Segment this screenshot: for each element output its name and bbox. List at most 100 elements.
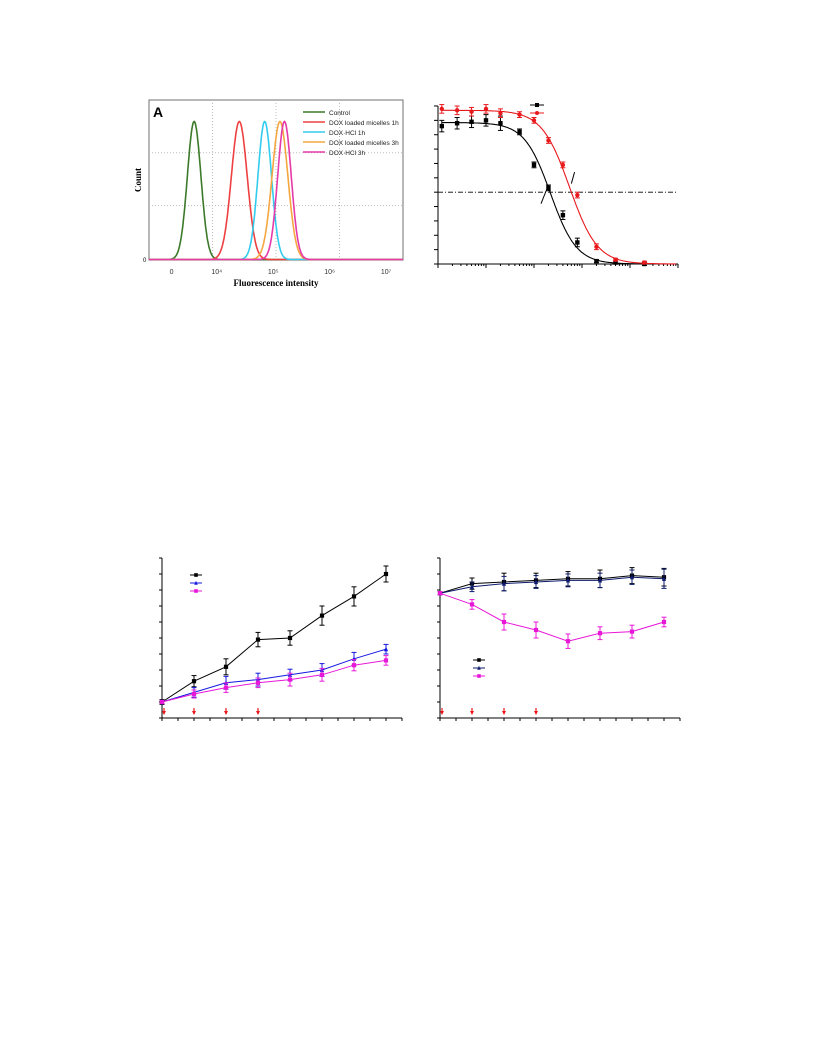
x-tick-label: 10⁵ xyxy=(268,269,279,276)
data-point xyxy=(498,121,503,126)
growth-chart-left xyxy=(159,557,403,721)
data-point xyxy=(594,244,599,249)
data-point xyxy=(194,589,198,593)
panel-d xyxy=(428,552,688,727)
data-point xyxy=(255,680,261,685)
x-axis-label: Fluorescence intensity xyxy=(233,278,319,288)
data-point xyxy=(535,111,539,115)
data-point xyxy=(383,658,389,663)
data-point xyxy=(194,573,198,577)
dose-arrow-head xyxy=(224,711,228,715)
data-point xyxy=(439,106,445,112)
dose-arrow-head xyxy=(256,711,260,715)
data-point xyxy=(560,162,566,168)
data-point xyxy=(319,613,325,618)
data-point xyxy=(501,619,507,625)
data-point xyxy=(501,581,507,586)
growth-chart-right xyxy=(437,557,681,721)
fit-curve xyxy=(441,109,677,265)
data-point xyxy=(223,664,229,669)
dose-arrow-head xyxy=(192,711,196,715)
data-point xyxy=(533,627,539,633)
series-line xyxy=(439,575,665,594)
data-point xyxy=(454,108,460,113)
panel-label: A xyxy=(153,104,163,120)
y-axis-label: Count xyxy=(135,168,143,192)
legend-label: DOX·HCl 3h xyxy=(329,150,366,157)
x-tick-label: 10⁷ xyxy=(381,269,392,276)
data-point xyxy=(477,674,481,678)
dose-arrow-head xyxy=(470,711,474,715)
data-point xyxy=(498,110,503,116)
data-point xyxy=(469,584,475,589)
data-point xyxy=(661,619,667,625)
data-point xyxy=(560,212,566,218)
data-point xyxy=(477,658,481,662)
data-point xyxy=(517,112,522,117)
series-line xyxy=(161,573,387,703)
data-point xyxy=(613,260,618,265)
histogram-curve xyxy=(149,120,403,261)
data-point xyxy=(535,103,539,107)
data-point xyxy=(191,679,197,684)
data-point xyxy=(642,260,647,265)
data-point xyxy=(223,685,229,690)
data-point xyxy=(483,118,489,123)
data-point xyxy=(531,162,537,168)
series-line xyxy=(439,576,665,594)
data-point xyxy=(629,629,635,634)
data-point xyxy=(439,123,445,129)
data-point xyxy=(469,602,475,607)
panel-b xyxy=(420,98,685,278)
data-point xyxy=(565,639,571,644)
panel-a: A Fluorescence intensity Count 0 0 10⁴ 10⁵ 10⁶ 1… xyxy=(133,98,415,298)
data-point xyxy=(287,677,293,682)
dose-arrow-head xyxy=(502,711,506,715)
data-point xyxy=(469,119,474,124)
data-point xyxy=(454,121,460,126)
data-point xyxy=(546,138,551,143)
data-point xyxy=(597,631,603,636)
data-point xyxy=(319,672,325,677)
data-point xyxy=(597,577,603,583)
series-line xyxy=(439,592,665,642)
legend-label: DOX loaded micelles 3h xyxy=(329,140,399,147)
fit-curve xyxy=(441,122,677,265)
panel-c xyxy=(150,552,410,727)
data-point xyxy=(159,699,165,705)
data-point xyxy=(383,646,389,652)
ic50-pointer xyxy=(570,171,576,184)
data-point xyxy=(194,580,198,585)
data-point xyxy=(287,635,293,641)
data-point xyxy=(517,129,522,135)
data-point xyxy=(469,109,474,114)
y-tick-label: 0 xyxy=(143,258,147,264)
data-point xyxy=(575,240,580,245)
legend-label: DOX·HCl 1h xyxy=(329,130,366,137)
data-point xyxy=(477,665,481,670)
data-point xyxy=(594,258,599,264)
data-point xyxy=(191,691,197,697)
series-line xyxy=(161,648,387,703)
data-point xyxy=(629,574,635,580)
data-point xyxy=(531,118,537,123)
legend-label: DOX loaded micelles 1h xyxy=(329,120,399,127)
data-point xyxy=(351,663,357,668)
data-point xyxy=(575,192,580,198)
dose-response-chart xyxy=(434,103,679,268)
dose-arrow-head xyxy=(534,711,538,715)
histogram-chart: A Fluorescence intensity Count 0 0 10⁴ 10⁵ 10⁶ 1… xyxy=(133,99,404,288)
data-point xyxy=(613,257,618,262)
data-point xyxy=(437,591,443,596)
data-point xyxy=(255,637,261,642)
data-point xyxy=(383,571,389,577)
data-point xyxy=(565,577,571,583)
legend-label: Control xyxy=(329,110,351,117)
dose-arrow-head xyxy=(440,711,444,715)
x-tick-label: 10⁴ xyxy=(211,269,222,276)
ic50-pointer xyxy=(540,184,549,204)
data-point xyxy=(546,185,551,191)
data-point xyxy=(661,576,667,581)
series-line xyxy=(161,659,387,703)
data-point xyxy=(351,594,357,599)
